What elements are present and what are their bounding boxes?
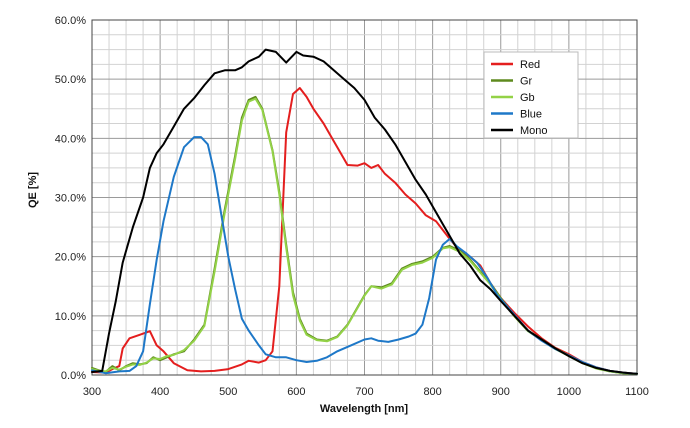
legend-label-gb: Gb bbox=[520, 92, 535, 104]
y-tick-label: 30.0% bbox=[55, 193, 86, 205]
legend-label-red: Red bbox=[520, 59, 540, 71]
x-tick-label: 1100 bbox=[625, 386, 649, 398]
x-tick-label: 500 bbox=[219, 386, 237, 398]
x-tick-label: 800 bbox=[423, 386, 441, 398]
y-axis-title: QE [%] bbox=[27, 172, 39, 208]
x-tick-label: 900 bbox=[492, 386, 510, 398]
y-tick-label: 50.0% bbox=[55, 74, 86, 86]
legend: Red Gr Gb Blue Mono bbox=[483, 51, 579, 139]
x-tick-label: 400 bbox=[151, 386, 169, 398]
tick-labels: 300 400 500 600 700 800 900 1000 1100 0.0% 10.0% 20… bbox=[55, 15, 649, 398]
x-tick-label: 700 bbox=[355, 386, 373, 398]
y-tick-label: 0.0% bbox=[61, 370, 86, 382]
y-tick-label: 60.0% bbox=[55, 15, 86, 27]
y-tick-label: 40.0% bbox=[55, 133, 86, 145]
plot-frame bbox=[91, 19, 638, 376]
x-tick-label: 600 bbox=[287, 386, 305, 398]
x-tick-label: 1000 bbox=[557, 386, 581, 398]
legend-label-gr: Gr bbox=[520, 76, 533, 88]
legend-box bbox=[483, 51, 579, 139]
series-line-mono bbox=[91, 48, 638, 375]
x-tick-label: 300 bbox=[83, 386, 101, 398]
legend-label-blue: Blue bbox=[520, 109, 542, 121]
y-tick-label: 10.0% bbox=[55, 311, 86, 323]
series-lines bbox=[91, 48, 638, 375]
axes bbox=[91, 19, 638, 376]
x-axis-title: Wavelength [nm] bbox=[320, 403, 409, 415]
legend-label-mono: Mono bbox=[520, 125, 548, 137]
grid bbox=[91, 19, 638, 376]
y-tick-label: 20.0% bbox=[55, 252, 86, 264]
